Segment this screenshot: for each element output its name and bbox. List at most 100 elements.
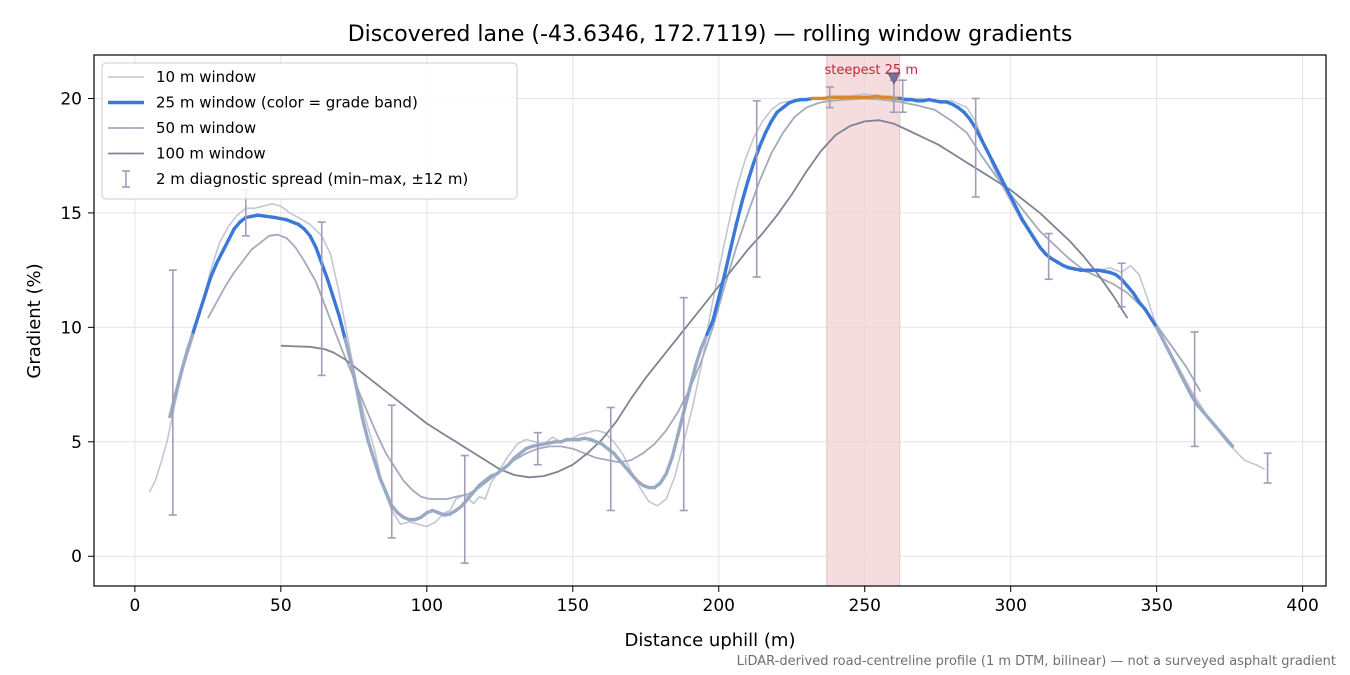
series-25m-window-segment: [372, 458, 382, 481]
steepest-marker: [887, 72, 901, 85]
series-25m-window-segment: [1143, 307, 1153, 320]
steepest-label: steepest 25 m: [825, 63, 918, 78]
series-25m-window-segment: [682, 387, 692, 414]
series-25m-window-segment: [191, 311, 201, 334]
series-25m-window-segment: [1149, 316, 1159, 330]
series-25m-window-segment: [769, 110, 779, 124]
series-25m-window-segment: [179, 348, 190, 373]
x-tick-label: 300: [994, 596, 1026, 616]
x-tick-label: 50: [270, 596, 292, 616]
error-bar: [387, 404, 396, 539]
series-25m-window-segment: [337, 314, 347, 341]
legend-entry-w50: 50 m window: [108, 119, 256, 137]
series-25m-window-segment: [203, 275, 213, 298]
series-25m-window-segment: [1026, 227, 1036, 240]
x-axis-label: Distance uphill (m): [625, 630, 796, 651]
series-25m-window-segment: [687, 364, 698, 391]
error-bar: [460, 454, 469, 564]
error-bar: [1190, 331, 1199, 448]
legend-label: 25 m window (color = grade band): [156, 94, 418, 112]
series-25m-window-segment: [284, 218, 301, 227]
y-tick-label: 20: [60, 89, 82, 109]
error-bar: [679, 296, 688, 512]
legend-entry-w10: 10 m window: [108, 68, 256, 86]
legend: 10 m window 25 m window (color = grade ba…: [101, 62, 518, 200]
legend-label: 10 m window: [156, 68, 256, 86]
series-25m-window-segment: [1032, 236, 1042, 249]
series-25m-window-segment: [757, 131, 768, 149]
y-axis-label: Gradient (%): [24, 263, 45, 378]
series-25m-window-segment: [763, 119, 774, 135]
error-bar: [1263, 452, 1272, 484]
series-25m-window-segment: [979, 137, 990, 153]
x-tick-label: 200: [703, 596, 735, 616]
series-25m-window-segment: [197, 293, 207, 316]
error-bars: [168, 79, 1272, 564]
x-tick-label: 250: [849, 596, 881, 616]
series-25m-window-segment: [1154, 325, 1165, 341]
series-25m-window-segment: [1003, 183, 1013, 199]
y-tick-label: 5: [71, 433, 82, 453]
series-25m-window-segment: [273, 215, 289, 222]
annotations: steepest 25 m: [825, 63, 918, 85]
series-25m-window-segment: [343, 337, 353, 364]
series-25m-window-segment: [1014, 206, 1025, 222]
x-tick-label: 400: [1286, 596, 1318, 616]
series-25m-window-segment: [209, 261, 219, 279]
legend-label: 2 m diagnostic spread (min–max, ±12 m): [156, 170, 468, 188]
plot-frame: [93, 54, 1327, 587]
series-25m-window-segment: [676, 410, 686, 437]
error-bar: [1117, 262, 1126, 308]
series-100m-window: [280, 119, 1129, 479]
series-25m-window-segment: [214, 250, 225, 265]
series-25m-window-segment: [740, 179, 750, 204]
series-25m-window-segment: [1020, 218, 1030, 231]
footnote: LiDAR-derived road-centreline profile (1…: [737, 654, 1336, 669]
series-25m-window-segment: [174, 369, 184, 396]
series-25m-window-segment: [658, 472, 668, 485]
series-25m-window-segment: [728, 222, 738, 252]
error-bar: [971, 97, 980, 198]
series-25m-window-segment: [1009, 195, 1019, 211]
error-bar: [533, 431, 542, 466]
series-25m-window-segment: [349, 359, 359, 391]
legend-box: [101, 62, 518, 200]
series-25m-window-segment: [734, 199, 744, 227]
series-25m-window-segment: [670, 433, 680, 460]
series-25m-window-segment: [746, 160, 756, 183]
series-25m-window-segment: [705, 318, 715, 336]
error-bar: [1044, 232, 1053, 281]
series-lines: [148, 93, 1266, 528]
series-25m-window-segment: [378, 476, 388, 494]
series-25m-window-segment: [1172, 359, 1182, 375]
series-25m-window-segment: [693, 346, 703, 368]
series-25m-window-segment: [220, 238, 230, 254]
chart-title: Discovered lane (-43.6346, 172.7119) — r…: [348, 22, 1073, 47]
series-25m-window-segment: [968, 117, 978, 130]
series-25m-window-segment: [384, 490, 394, 508]
series-25m-window-segment: [1131, 291, 1141, 304]
series-25m-window-segment: [308, 234, 318, 249]
error-bar: [752, 99, 761, 278]
highlight-band: [826, 54, 901, 587]
series-25m-window-segment: [664, 456, 674, 476]
legend-entry-w25: 25 m window (color = grade band): [108, 94, 418, 112]
legend-label: 50 m window: [156, 119, 256, 137]
series-25m-window-segment: [1225, 437, 1235, 449]
error-bar: [898, 79, 907, 114]
series-25m-window-segment: [1166, 348, 1176, 364]
y-ticks: 0 5 10 15 20: [60, 89, 94, 567]
series-25m-window-segment: [185, 330, 195, 352]
series-25m-window-segment: [699, 332, 709, 350]
legend-entry-w100: 100 m window: [108, 145, 266, 163]
steepest-band: [826, 54, 901, 587]
series-25m-window-segment: [366, 440, 376, 462]
x-tick-label: 100: [411, 596, 443, 616]
series-25m-window-segment: [1178, 371, 1188, 387]
series-25m-window-segment: [355, 387, 365, 421]
error-bar: [168, 269, 177, 516]
series-25m-window-segment: [226, 227, 236, 243]
legend-label: 100 m window: [156, 145, 266, 163]
series-25m-window-segment: [997, 172, 1007, 188]
